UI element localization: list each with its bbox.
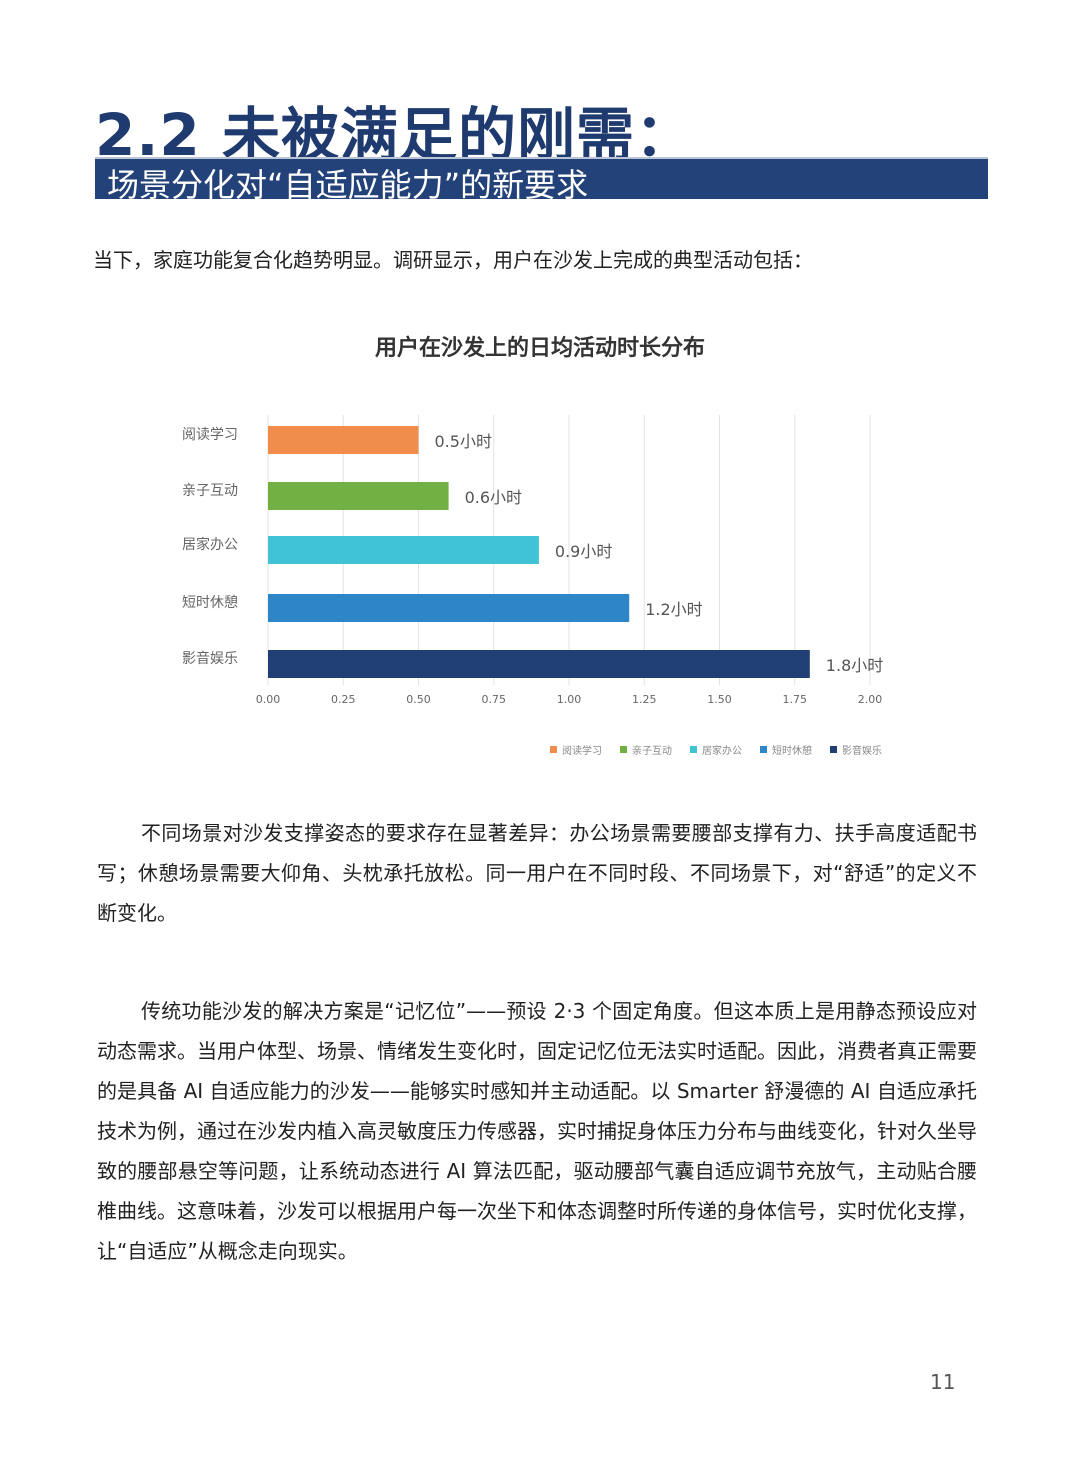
category-label: 亲子互动 (182, 483, 238, 499)
bar-3 (268, 594, 630, 622)
x-tick-label: 0.25 (331, 693, 356, 706)
bar-0 (268, 426, 419, 454)
bar-1 (268, 482, 449, 510)
x-tick-label: 0.00 (256, 693, 281, 706)
legend-label: 阅读学习 (562, 744, 602, 757)
category-label: 短时休憩 (182, 594, 238, 611)
x-tick-label: 1.50 (707, 693, 732, 706)
bar-chart: 0.00 0.25 0.50 0.75 1.00 1.25 1.50 1.75 2.00 阅读学习… (182, 415, 883, 757)
legend-swatch (760, 746, 767, 753)
legend-label: 短时休憩 (772, 744, 812, 757)
paragraph-1: 不同场景对沙发支撑姿态的要求存在显著差异：办公场景需要腰部支撑有力、扶手高度适配… (97, 821, 977, 925)
data-label: 0.9小时 (555, 542, 612, 561)
x-tick-label: 0.50 (406, 693, 431, 706)
legend-swatch (830, 746, 837, 753)
data-label: 1.8小时 (826, 656, 883, 675)
x-tick-label: 1.75 (783, 693, 808, 706)
legend-label: 亲子互动 (632, 744, 672, 757)
category-label: 阅读学习 (182, 426, 238, 443)
category-label: 影音娱乐 (182, 650, 238, 667)
page-number: 11 (930, 1370, 956, 1394)
intro-text: 当下，家庭功能复合化趋势明显。调研显示，用户在沙发上完成的典型活动包括： (93, 248, 813, 272)
section-subtitle: 场景分化对“自适应能力”的新要求 (107, 166, 589, 204)
category-label: 居家办公 (182, 536, 238, 553)
x-tick-label: 1.00 (557, 693, 582, 706)
legend-label: 影音娱乐 (842, 744, 882, 757)
legend-swatch (620, 746, 627, 753)
legend-swatch (690, 746, 697, 753)
bar-4 (268, 650, 810, 678)
x-tick-label: 1.25 (632, 693, 657, 706)
x-tick-label: 2.00 (858, 693, 883, 706)
legend-swatch (550, 746, 557, 753)
legend-label: 居家办公 (702, 744, 742, 757)
paragraph-2: 传统功能沙发的解决方案是“记忆位”——预设 2·3 个固定角度。但这本质上是用静… (97, 999, 977, 1263)
x-tick-label: 0.75 (482, 693, 507, 706)
data-label: 1.2小时 (645, 600, 702, 619)
data-label: 0.6小时 (465, 488, 522, 507)
subtitle-banner: 场景分化对“自适应能力”的新要求 (95, 157, 988, 204)
chart-title: 用户在沙发上的日均活动时长分布 (374, 336, 705, 361)
bar-2 (268, 536, 539, 564)
data-label: 0.5小时 (435, 432, 492, 451)
